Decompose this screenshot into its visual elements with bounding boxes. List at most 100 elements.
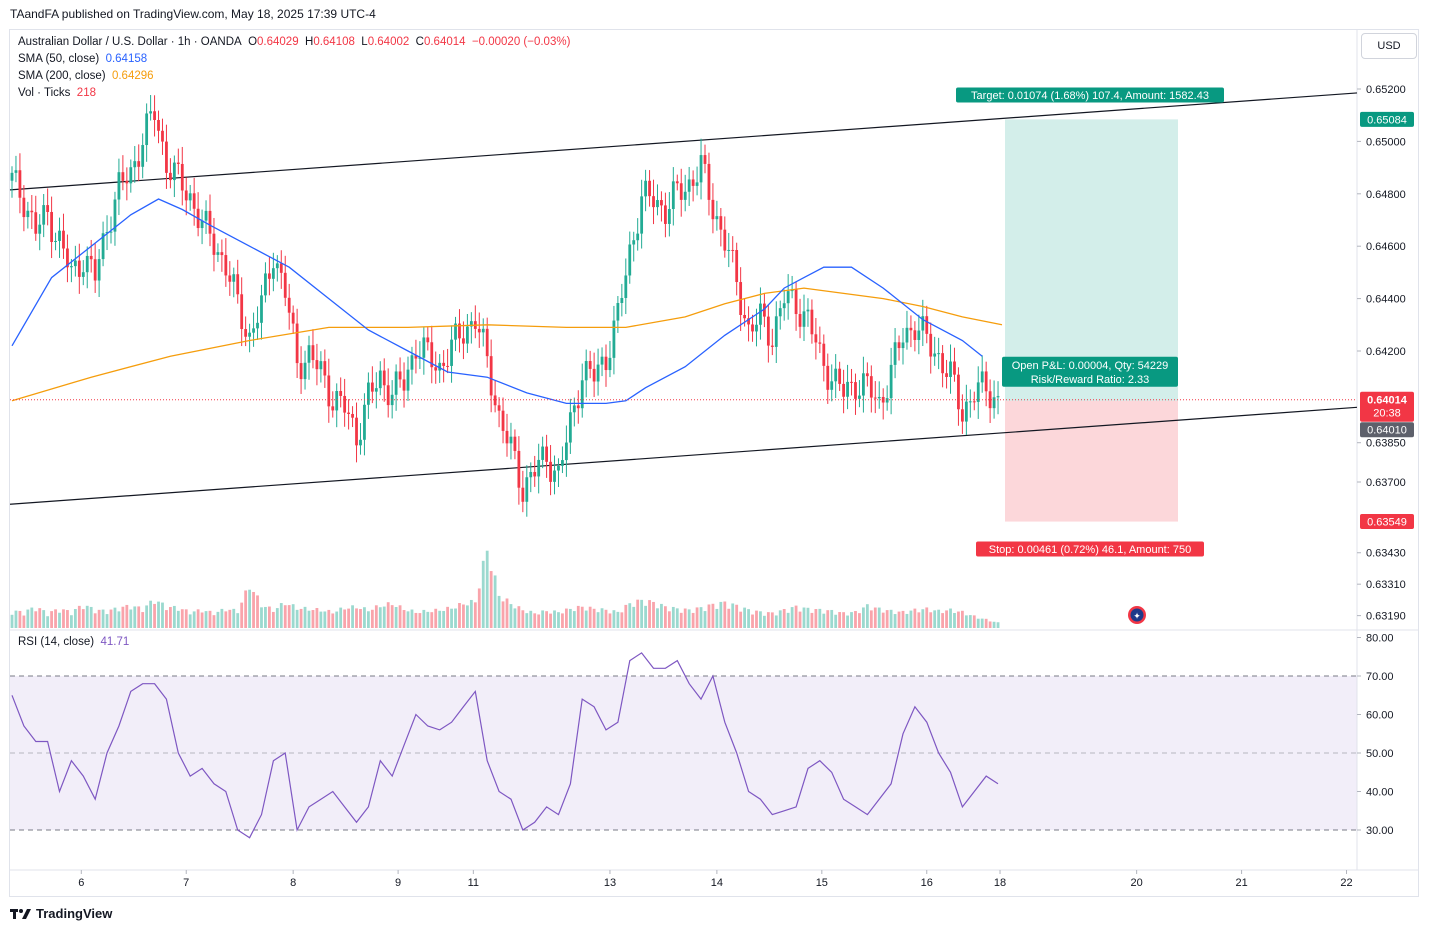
candle-body bbox=[97, 259, 101, 281]
volume-bar bbox=[877, 607, 881, 628]
volume-bars bbox=[10, 550, 1000, 628]
candle-body bbox=[497, 405, 501, 411]
volume-bar bbox=[794, 605, 798, 628]
volume-bar bbox=[751, 614, 754, 628]
candle-body bbox=[889, 364, 893, 399]
candle-body bbox=[671, 181, 675, 210]
candle-body bbox=[862, 373, 865, 396]
candle-body bbox=[236, 274, 240, 295]
tradingview-logo-icon bbox=[10, 908, 31, 919]
volume-bar bbox=[644, 605, 647, 628]
volume-bar bbox=[838, 612, 842, 628]
currency-button[interactable]: USD bbox=[1361, 33, 1417, 59]
candle-body bbox=[117, 172, 121, 200]
volume-bar bbox=[988, 621, 992, 628]
candle-body bbox=[802, 311, 806, 327]
rsi-tick-label: 80.00 bbox=[1366, 633, 1394, 645]
volume-bar bbox=[957, 611, 960, 628]
volume-bar bbox=[248, 589, 251, 628]
candle-body bbox=[252, 328, 255, 333]
volume-bar bbox=[121, 606, 125, 628]
volume-bar bbox=[252, 591, 255, 628]
volume-bar bbox=[339, 607, 343, 628]
volume-legend[interactable]: Vol · Ticks 218 bbox=[18, 85, 570, 102]
volume-bar bbox=[525, 613, 529, 628]
candle-body bbox=[73, 260, 77, 267]
volume-bar bbox=[529, 610, 533, 628]
volume-bar bbox=[295, 609, 299, 628]
volume-bar bbox=[727, 608, 731, 628]
candle-body bbox=[561, 460, 564, 466]
volume-bar bbox=[34, 611, 38, 628]
candle-body bbox=[54, 240, 57, 242]
volume-bar bbox=[941, 613, 944, 628]
tradingview-logo-text: TradingView bbox=[36, 906, 113, 921]
volume-bar bbox=[149, 600, 152, 628]
price-axis: 0.65200 0.65000 0.64800 0.64600 0.64400 0.642… bbox=[1357, 84, 1406, 623]
target-price-badge-text: 0.65084 bbox=[1367, 114, 1407, 126]
candle-body bbox=[307, 345, 311, 363]
candles bbox=[10, 95, 1000, 517]
candle-body bbox=[422, 337, 426, 358]
volume-bar bbox=[374, 605, 378, 628]
candle-body bbox=[778, 308, 782, 317]
australia-flag-icon[interactable]: ✦ bbox=[1128, 606, 1146, 624]
candle-body bbox=[525, 477, 529, 502]
volume-bar bbox=[236, 613, 240, 628]
close-label: C bbox=[415, 36, 424, 48]
volume-bar bbox=[656, 608, 659, 628]
tradingview-logo[interactable]: TradingView bbox=[10, 906, 112, 921]
candle-body bbox=[509, 436, 513, 444]
candle-body bbox=[588, 361, 592, 369]
candle-body bbox=[410, 355, 414, 370]
candle-body bbox=[616, 303, 620, 321]
volume-bar bbox=[133, 606, 137, 628]
candle-body bbox=[46, 205, 50, 212]
candle-body bbox=[648, 180, 651, 197]
candle-body bbox=[42, 205, 46, 225]
price-tick-label: 0.63430 bbox=[1366, 548, 1406, 560]
rsi-legend[interactable]: RSI (14, close) 41.71 bbox=[18, 636, 129, 648]
sma200-legend[interactable]: SMA (200, close) 0.64296 bbox=[18, 68, 570, 85]
candle-body bbox=[596, 364, 600, 382]
volume-bar bbox=[679, 612, 683, 628]
candle-body bbox=[382, 370, 386, 386]
volume-bar bbox=[778, 610, 782, 628]
candle-body bbox=[105, 232, 109, 234]
volume-bar bbox=[545, 611, 548, 628]
volume-bar bbox=[929, 612, 933, 628]
volume-bar bbox=[315, 608, 319, 628]
volume-bar bbox=[481, 560, 485, 628]
candle-body bbox=[667, 209, 671, 224]
volume-bar bbox=[180, 609, 184, 628]
volume-bar bbox=[747, 609, 750, 628]
candle-body bbox=[826, 365, 830, 390]
candle-body bbox=[529, 471, 533, 478]
candle-body bbox=[961, 409, 964, 422]
candle-body bbox=[909, 327, 913, 331]
volume-bar bbox=[759, 611, 762, 628]
candle-body bbox=[370, 382, 374, 392]
candle-body bbox=[830, 381, 834, 390]
volume-bar bbox=[469, 599, 473, 628]
symbol-title[interactable]: Australian Dollar / U.S. Dollar · 1h · O… bbox=[18, 36, 242, 48]
volume-bar bbox=[422, 609, 426, 628]
volume-bar bbox=[992, 621, 996, 628]
open-label: O bbox=[248, 36, 258, 48]
volume-bar bbox=[97, 609, 101, 628]
candle-body bbox=[533, 471, 537, 477]
volume-bar bbox=[81, 609, 85, 628]
volume-bar bbox=[386, 602, 390, 628]
candle-body bbox=[873, 397, 877, 399]
candle-body bbox=[786, 291, 790, 304]
volume-bar bbox=[42, 610, 46, 628]
volume-bar bbox=[70, 615, 73, 628]
volume-bar bbox=[335, 611, 339, 628]
volume-bar bbox=[200, 612, 204, 628]
volume-bar bbox=[984, 618, 988, 628]
sma50-label: SMA (50, close) bbox=[18, 53, 100, 65]
volume-bar bbox=[279, 603, 283, 628]
sma50-legend[interactable]: SMA (50, close) 0.64158 bbox=[18, 51, 570, 68]
volume-bar bbox=[953, 613, 956, 628]
